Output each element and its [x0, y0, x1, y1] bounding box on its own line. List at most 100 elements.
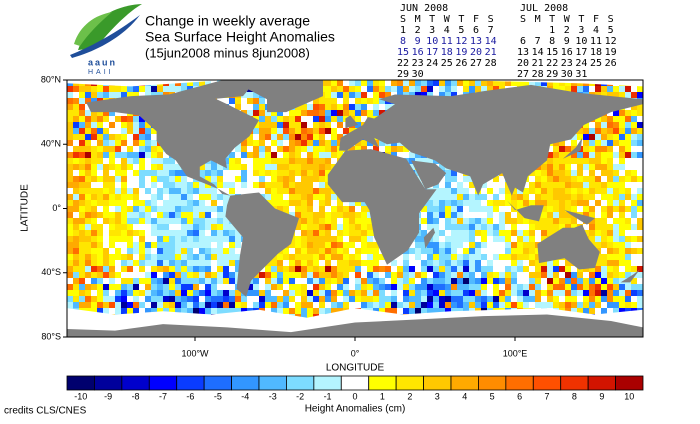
ocean-cell	[373, 278, 379, 284]
ocean-cell	[439, 302, 445, 308]
ocean-cell	[295, 200, 301, 206]
ocean-cell	[565, 146, 571, 152]
ocean-cell	[109, 218, 115, 224]
ocean-cell	[577, 134, 583, 140]
ocean-cell	[553, 182, 559, 188]
ocean-cell	[511, 200, 517, 206]
ocean-cell	[457, 218, 463, 224]
ocean-cell	[415, 290, 421, 296]
ocean-cell	[457, 272, 463, 278]
ocean-cell	[553, 194, 559, 200]
ocean-cell	[115, 152, 121, 158]
ocean-cell	[97, 92, 103, 98]
calendar-day: 14	[485, 36, 497, 47]
ocean-cell	[571, 194, 577, 200]
ocean-cell	[325, 308, 331, 314]
ocean-cell	[541, 290, 547, 296]
ocean-cell	[67, 284, 73, 290]
ocean-cell	[631, 86, 637, 92]
ocean-cell	[271, 140, 277, 146]
ocean-cell	[439, 278, 445, 284]
ocean-cell	[445, 284, 451, 290]
ocean-cell	[541, 272, 547, 278]
ocean-cell	[493, 266, 499, 272]
logo: aaun HAII	[70, 4, 142, 76]
ocean-cell	[607, 86, 613, 92]
ocean-cell	[271, 164, 277, 170]
ocean-cell	[427, 212, 433, 218]
colorbar-swatch	[286, 375, 315, 391]
ocean-cell	[97, 86, 103, 92]
ocean-cell	[481, 284, 487, 290]
ocean-cell	[313, 176, 319, 182]
ocean-cell	[115, 272, 121, 278]
ocean-cell	[169, 248, 175, 254]
ocean-cell	[517, 278, 523, 284]
ocean-cell	[517, 302, 523, 308]
ocean-cell	[97, 146, 103, 152]
ocean-cell	[595, 206, 601, 212]
ocean-cell	[523, 230, 529, 236]
ocean-cell	[541, 296, 547, 302]
ocean-cell	[253, 176, 259, 182]
ocean-cell	[487, 278, 493, 284]
ocean-cell	[307, 140, 313, 146]
ocean-cell	[451, 254, 457, 260]
ocean-cell	[97, 284, 103, 290]
ocean-cell	[223, 182, 229, 188]
ocean-cell	[475, 236, 481, 242]
ocean-cell	[151, 266, 157, 272]
ocean-cell	[403, 284, 409, 290]
ocean-cell	[289, 128, 295, 134]
ocean-cell	[277, 188, 283, 194]
ocean-cell	[379, 302, 385, 308]
ocean-cell	[151, 260, 157, 266]
ocean-cell	[487, 182, 493, 188]
ocean-cell	[613, 212, 619, 218]
ocean-cell	[205, 248, 211, 254]
ocean-cell	[511, 218, 517, 224]
ocean-cell	[79, 242, 85, 248]
ocean-cell	[421, 230, 427, 236]
ocean-cell	[259, 146, 265, 152]
calendar-day: 7	[535, 36, 541, 47]
ocean-cell	[349, 200, 355, 206]
ocean-cell	[139, 182, 145, 188]
ocean-cell	[295, 284, 301, 290]
ocean-cell	[355, 218, 361, 224]
ocean-cell	[637, 206, 643, 212]
ocean-cell	[625, 140, 631, 146]
ocean-cell	[259, 290, 265, 296]
title: Sea Surface Height Anomalies	[145, 29, 335, 45]
subtitle: (15jun2008 minus 8jun2008)	[145, 45, 310, 60]
ocean-cell	[127, 296, 133, 302]
ocean-cell	[373, 242, 379, 248]
ocean-cell	[619, 110, 625, 116]
ocean-cell	[277, 152, 283, 158]
ocean-cell	[355, 254, 361, 260]
ocean-cell	[541, 176, 547, 182]
ocean-cell	[163, 176, 169, 182]
ocean-cell	[79, 158, 85, 164]
ocean-cell	[349, 290, 355, 296]
ocean-cell	[601, 200, 607, 206]
credits: credits CLS/CNES	[4, 406, 87, 417]
ocean-cell	[115, 308, 121, 314]
ocean-cell	[637, 290, 643, 296]
ocean-cell	[67, 272, 73, 278]
ocean-cell	[199, 296, 205, 302]
ocean-cell	[163, 248, 169, 254]
ocean-cell	[73, 110, 79, 116]
ocean-cell	[211, 188, 217, 194]
ocean-cell	[553, 170, 559, 176]
ocean-cell	[91, 98, 97, 104]
ocean-cell	[571, 284, 577, 290]
ocean-cell	[145, 158, 151, 164]
ocean-cell	[391, 278, 397, 284]
ocean-cell	[325, 278, 331, 284]
ocean-cell	[223, 176, 229, 182]
ocean-cell	[181, 296, 187, 302]
ocean-cell	[133, 290, 139, 296]
ocean-cell	[613, 236, 619, 242]
ocean-cell	[295, 212, 301, 218]
